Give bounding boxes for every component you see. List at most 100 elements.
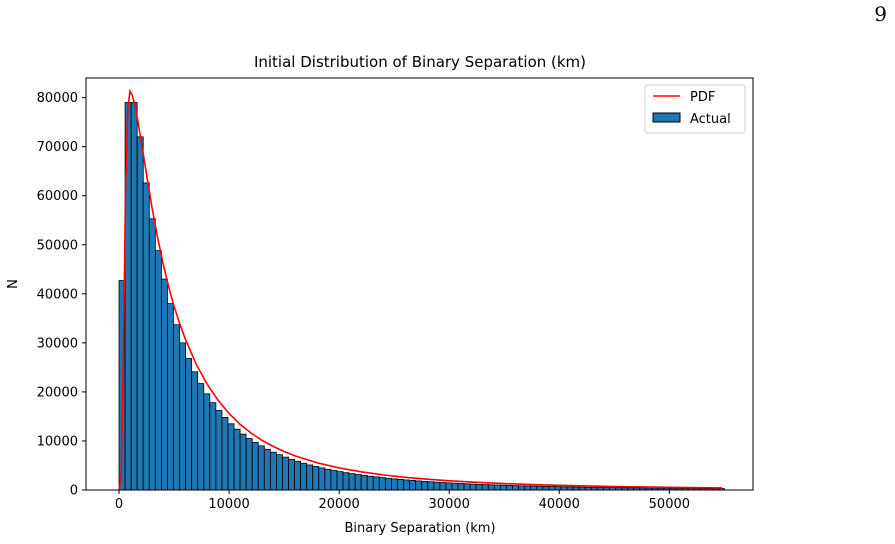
y-axis-label: N	[6, 279, 21, 289]
axes-frame	[85, 77, 754, 491]
histogram-bar	[209, 402, 217, 491]
legend-pdf-label: PDF	[690, 90, 715, 105]
histogram-bar	[506, 485, 513, 491]
y-tick-label: 70000	[37, 140, 78, 155]
histogram-bar	[384, 477, 392, 491]
histogram-bar	[487, 484, 495, 491]
histogram-bar	[227, 423, 235, 491]
histogram-bar	[391, 478, 398, 491]
histogram-bar	[269, 451, 277, 491]
histogram-bar	[457, 483, 465, 491]
x-tick-label: 30000	[429, 497, 470, 512]
y-tick-label: 60000	[37, 189, 78, 204]
histogram-bar	[451, 482, 459, 491]
histogram-bar	[372, 476, 380, 491]
y-tick-label: 20000	[37, 385, 78, 400]
histogram-bar	[415, 480, 423, 491]
histogram-bar	[185, 358, 193, 491]
pdf-curve	[118, 88, 723, 491]
histogram-bar	[173, 324, 180, 491]
histogram-bar	[366, 475, 374, 491]
histogram-bar	[409, 480, 417, 491]
histogram-bar	[160, 278, 168, 491]
histogram-bar	[233, 428, 241, 491]
histogram-bar	[239, 433, 247, 491]
histogram-bar	[542, 486, 550, 491]
histogram-bar	[142, 182, 150, 491]
histogram-bar	[245, 438, 253, 491]
y-tick-label: 80000	[37, 91, 78, 106]
histogram-bar	[136, 136, 144, 491]
histogram-bar	[342, 472, 350, 491]
histogram-bar	[397, 479, 404, 491]
histogram-bar	[378, 477, 386, 491]
histogram-bar	[191, 371, 199, 491]
histogram-bar	[148, 218, 156, 491]
histogram-bar	[276, 454, 283, 491]
x-axis: 0 10000 20000 30000 40000 50000	[115, 490, 690, 512]
histogram-bar	[518, 485, 526, 491]
chart-title: Initial Distribution of Binary Separatio…	[254, 53, 586, 71]
histogram-bar	[203, 393, 211, 491]
histogram-bar	[167, 303, 174, 491]
histogram-bar	[324, 468, 332, 491]
histogram-bar	[215, 410, 223, 491]
x-tick-label: 50000	[649, 497, 690, 512]
histogram-bar	[512, 485, 519, 491]
legend-actual-swatch	[652, 112, 681, 123]
histogram-bar	[536, 485, 544, 491]
histogram-bar	[354, 474, 362, 491]
page-number: 9	[874, 2, 887, 26]
histogram-bar	[554, 486, 562, 491]
histogram-bar	[433, 481, 441, 491]
histogram-bar	[403, 479, 410, 491]
histogram-bar	[318, 467, 326, 491]
histogram-bar	[288, 458, 295, 491]
histogram-bar	[257, 445, 265, 491]
histogram-bar	[336, 471, 344, 491]
histogram-bar	[251, 442, 259, 491]
histogram-bar	[179, 342, 187, 491]
histogram-bar	[330, 470, 338, 491]
legend: PDF Actual	[644, 84, 746, 134]
x-tick-label: 0	[115, 497, 123, 512]
x-axis-label: Binary Separation (km)	[344, 521, 495, 536]
histogram-bar	[427, 481, 435, 491]
histogram-bar	[130, 102, 138, 491]
histogram-bar	[530, 485, 538, 491]
x-tick-label: 40000	[539, 497, 580, 512]
histogram-bar	[445, 482, 453, 491]
histogram-bar	[524, 485, 532, 491]
histogram-bar	[197, 383, 205, 491]
x-tick-label: 20000	[318, 497, 359, 512]
x-tick-label: 10000	[208, 497, 249, 512]
y-tick-label: 30000	[37, 336, 78, 351]
histogram-bar	[463, 483, 471, 491]
histogram-bar	[263, 448, 271, 491]
y-axis: 0 10000 20000 30000 40000 50000 60000 70000 8000…	[37, 91, 86, 499]
y-tick-label: 0	[70, 484, 78, 499]
histogram-bar	[360, 474, 368, 491]
histogram-bar	[493, 484, 501, 491]
histogram-bars	[118, 102, 725, 491]
histogram-bar	[475, 483, 483, 491]
y-tick-label: 10000	[37, 434, 78, 449]
histogram-bar	[306, 464, 314, 491]
y-tick-label: 50000	[37, 238, 78, 253]
histogram-bar	[481, 484, 489, 491]
histogram-bar	[154, 250, 162, 491]
histogram-bar	[300, 462, 308, 491]
histogram-bar	[499, 484, 507, 491]
y-tick-label: 40000	[37, 287, 78, 302]
histogram-bar	[282, 456, 289, 491]
histogram-bar	[294, 460, 302, 491]
histogram-bar	[469, 483, 477, 491]
legend-actual-label: Actual	[690, 112, 731, 127]
histogram-bar	[348, 473, 356, 491]
histogram-bar	[548, 486, 556, 491]
histogram-bar	[312, 466, 320, 491]
histogram-bar	[221, 417, 229, 491]
histogram-bar	[439, 482, 447, 491]
histogram-bar	[421, 480, 429, 491]
